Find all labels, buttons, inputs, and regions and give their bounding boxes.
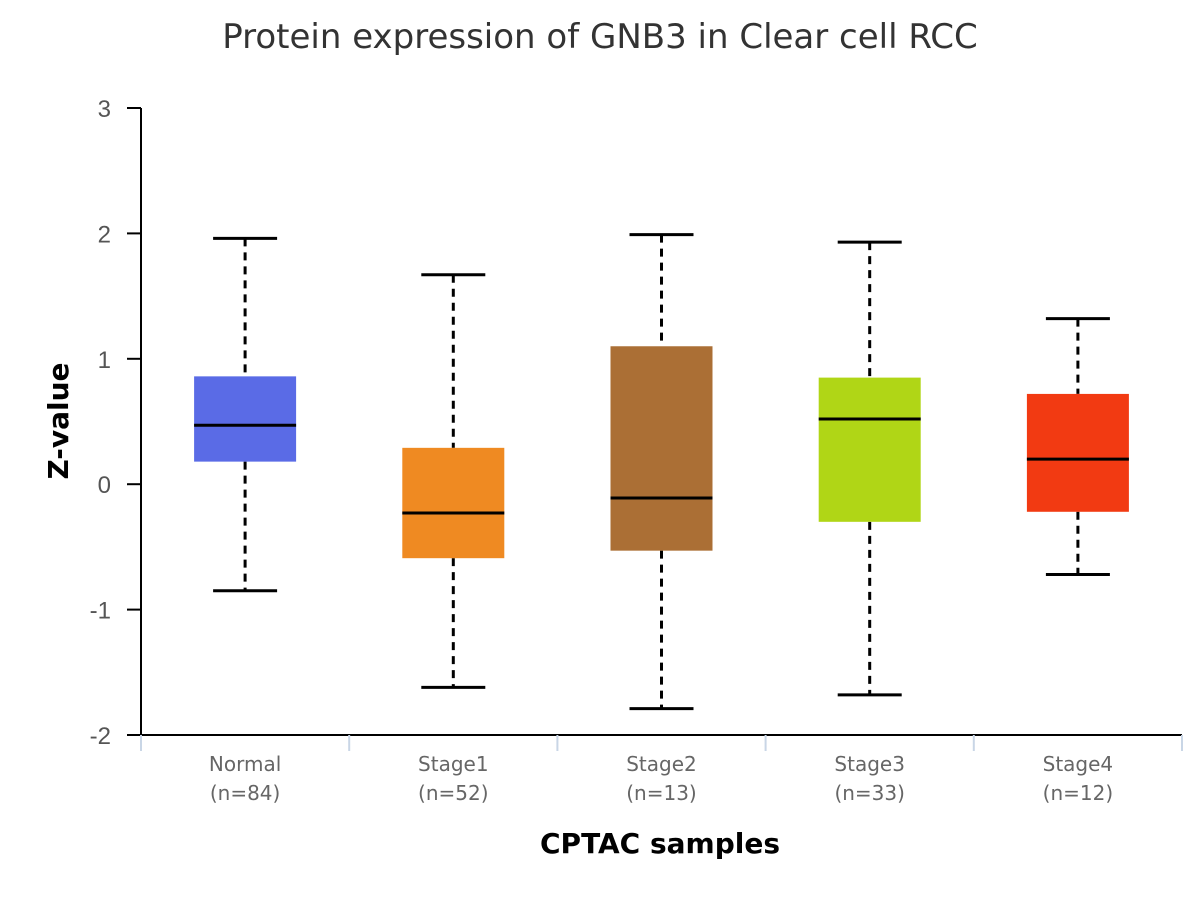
y-tick-label: 1 [98,347,111,374]
x-tick-label: Normal [209,752,281,776]
y-axis-title: Z-value [42,362,75,479]
box-stage4 [1026,317,1129,576]
boxes [194,233,1129,711]
x-tick-sample-count: (n=33) [834,781,905,805]
x-tick-label: Stage3 [834,752,905,776]
x-tick-label: Stage2 [626,752,697,776]
chart-title: Protein expression of GNB3 in Clear cell… [222,17,978,57]
x-tick-label: Stage4 [1043,752,1114,776]
y-tick-label: -1 [90,598,111,625]
iqr-box [818,377,921,522]
x-tick-sample-count: (n=13) [626,781,697,805]
x-tick-sample-count: (n=12) [1043,781,1114,805]
x-tick-sample-count: (n=52) [418,781,489,805]
iqr-box [194,376,297,462]
iqr-box [402,447,505,559]
x-axis-title: CPTAC samples [540,827,780,860]
box-stage1 [402,273,505,689]
box-stage2 [610,233,713,711]
y-tick-label: 0 [98,472,111,499]
y-tick-label: 2 [98,221,111,248]
y-tick-label: -2 [90,723,111,750]
x-tick-label: Stage1 [418,752,489,776]
iqr-box [610,346,713,551]
x-tick-sample-count: (n=84) [210,781,281,805]
iqr-box [1026,393,1129,512]
axes: -2 -1 0 1 2 3 [90,96,1183,751]
box-stage3 [818,240,921,697]
box-normal [194,236,297,593]
x-tick-labels: Normal (n=84) Stage1 (n=52) Stage2 (n=13) Stag… [209,752,1113,805]
y-tick-label: 3 [98,96,111,123]
